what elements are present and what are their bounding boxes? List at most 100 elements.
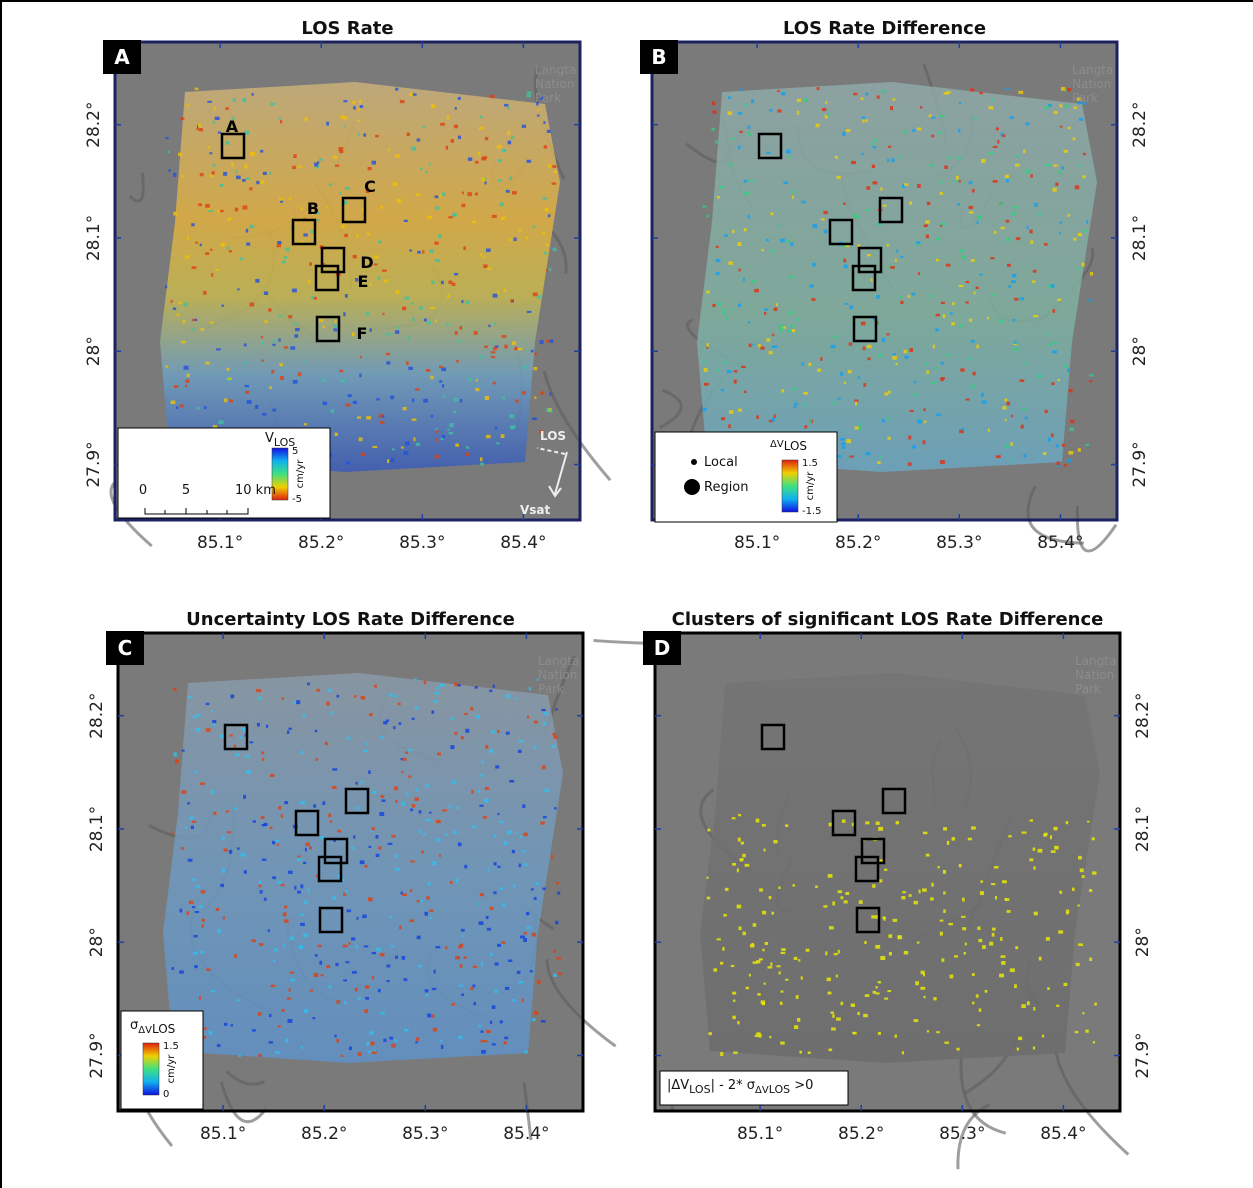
speckle [855,402,857,406]
speckle [203,291,206,295]
speckle [865,994,869,997]
speckle [1051,850,1056,853]
speckle [472,221,476,223]
speckle [1057,299,1062,301]
speckle [486,1030,491,1033]
speckle [526,912,529,915]
panel: LangtaNationParkClusters of significant … [594,609,1153,1169]
speckle [828,992,832,995]
speckle [966,281,969,283]
speckle [1030,241,1033,244]
speckle [872,165,875,168]
speckle [283,943,285,947]
speckle [702,409,706,411]
speckle [449,805,451,809]
speckle [737,1021,739,1024]
speckle [415,1041,418,1043]
speckle [250,303,255,307]
speckle [354,695,357,697]
speckle [959,102,961,104]
speckle [393,726,395,729]
speckle [372,976,374,980]
speckle [194,319,197,321]
speckle [877,461,880,464]
speckle [458,97,461,100]
speckle [211,790,215,793]
speckle [1068,214,1070,217]
speckle [166,137,169,139]
speckle [940,920,944,922]
speckle [555,921,558,925]
speckle [200,782,205,784]
speckle [728,261,733,264]
speckle [840,438,845,440]
speckle [923,408,925,411]
speckle [458,1036,462,1040]
speckle [202,919,205,922]
speckle [483,1040,488,1042]
speckle [314,297,317,300]
speckle [353,106,356,109]
speckle [416,900,419,902]
speckle [329,183,332,185]
speckle [480,893,484,896]
speckle [733,1000,735,1002]
speckle [301,207,303,210]
speckle [468,377,471,381]
speckle [504,345,507,349]
speckle [322,801,325,805]
speckle [480,253,482,257]
speckle [335,963,338,966]
speckle [556,957,561,959]
speckle [552,733,556,736]
speckle [785,979,788,981]
speckle [731,308,733,310]
speckle [1018,1037,1022,1040]
speckle [197,407,200,410]
speckle [781,948,785,951]
speckle [901,896,905,899]
speckle [722,311,726,314]
speckle [799,1051,801,1054]
speckle [910,410,914,412]
legend-text-part: |ΔV [667,1078,689,1093]
y-tick-label: 28° [1133,927,1153,957]
speckle [430,307,435,309]
speckle [286,248,290,252]
speckle [445,946,447,949]
speckle [201,328,204,331]
speckle [391,1044,395,1048]
panel: LangtaNationParkABCDEFLOS RateA85.1°85.2… [84,18,610,553]
speckle [404,297,409,300]
speckle [319,961,322,965]
speckle [543,121,545,124]
speckle [738,838,741,842]
speckle [842,446,845,449]
speckle [1001,961,1005,965]
speckle [305,848,307,852]
speckle [367,1051,371,1053]
speckle [915,981,919,985]
speckle [442,435,445,438]
speckle [889,952,892,955]
speckle [988,429,990,432]
speckle [917,420,922,424]
speckle [346,461,349,464]
speckle [450,881,453,884]
x-tick-label: 85.4° [503,1124,549,1144]
speckle [956,176,959,180]
speckle [771,912,774,915]
speckle [713,110,717,113]
speckle [952,302,955,305]
speckle [473,966,478,968]
speckle [993,146,998,148]
speckle [737,242,741,246]
speckle [287,1019,292,1023]
speckle [515,697,518,699]
speckle [374,263,378,265]
speckle [398,703,401,705]
speckle [216,908,219,911]
speckle [537,295,541,299]
speckle [925,224,928,227]
speckle [283,256,287,258]
